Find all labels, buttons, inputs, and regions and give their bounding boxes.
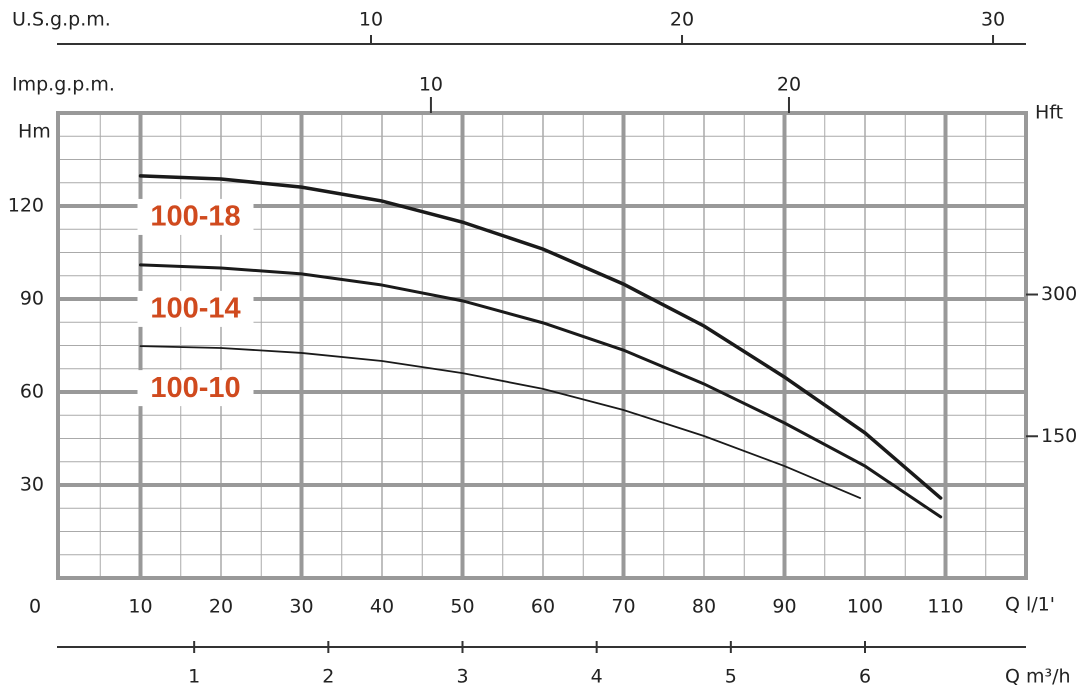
series-label: 100-10: [150, 372, 240, 404]
top-axis-tick-label: 10: [359, 9, 383, 31]
x-tick-label: 100: [847, 596, 883, 618]
y-tick-label: 30: [20, 474, 44, 496]
label-background: [137, 198, 254, 235]
bottom-axis-tick-label: 4: [591, 666, 603, 688]
y2-tick-label: 300: [1041, 283, 1077, 305]
top-axis-tick-label: 20: [670, 9, 694, 31]
label-background: [137, 370, 254, 407]
y2-tick-label: 150: [1041, 425, 1077, 447]
x-tick-label: 60: [531, 596, 555, 618]
top-axis-label: U.S.g.p.m.: [12, 9, 111, 31]
x-tick-label: 10: [128, 596, 152, 618]
x-tick-label: 30: [289, 596, 313, 618]
x-tick-label: 50: [450, 596, 474, 618]
plot-frame: [56, 111, 1028, 580]
top-axis-tick-label: 20: [777, 74, 801, 96]
bottom-axis-tick-label: 1: [188, 666, 200, 688]
series-label: 100-14: [150, 293, 240, 325]
label-background: [137, 290, 254, 327]
y-axis-label: Hm: [18, 121, 51, 143]
series-label: 100-18: [150, 201, 240, 233]
y-tick-label: 60: [20, 381, 44, 403]
x-tick-label: 20: [209, 596, 233, 618]
top-axis-tick-label: 30: [981, 9, 1005, 31]
y-tick-label: 120: [8, 195, 44, 217]
curve: [139, 345, 862, 499]
bottom-axis-tick-label: 3: [456, 666, 468, 688]
x-tick-label: 90: [772, 596, 796, 618]
y2-axis-label: Hft: [1035, 102, 1063, 124]
bottom-axis-tick-label: 6: [859, 666, 871, 688]
x-tick-label: 70: [611, 596, 635, 618]
curve: [139, 263, 943, 519]
bottom-axis-tick-label: 5: [725, 666, 737, 688]
y-tick-label: 90: [20, 288, 44, 310]
x-axis-label: Q l/1': [1005, 594, 1055, 616]
x-tick-label: 110: [927, 596, 963, 618]
bottom-axis-label: Q m³/h: [1005, 666, 1071, 688]
top-axis-label: Imp.g.p.m.: [12, 74, 115, 96]
curve: [138, 174, 943, 500]
x-tick-label: 0: [29, 596, 41, 618]
bottom-axis-tick-label: 2: [322, 666, 334, 688]
x-tick-label: 80: [692, 596, 716, 618]
x-tick-label: 40: [370, 596, 394, 618]
top-axis-tick-label: 10: [419, 74, 443, 96]
